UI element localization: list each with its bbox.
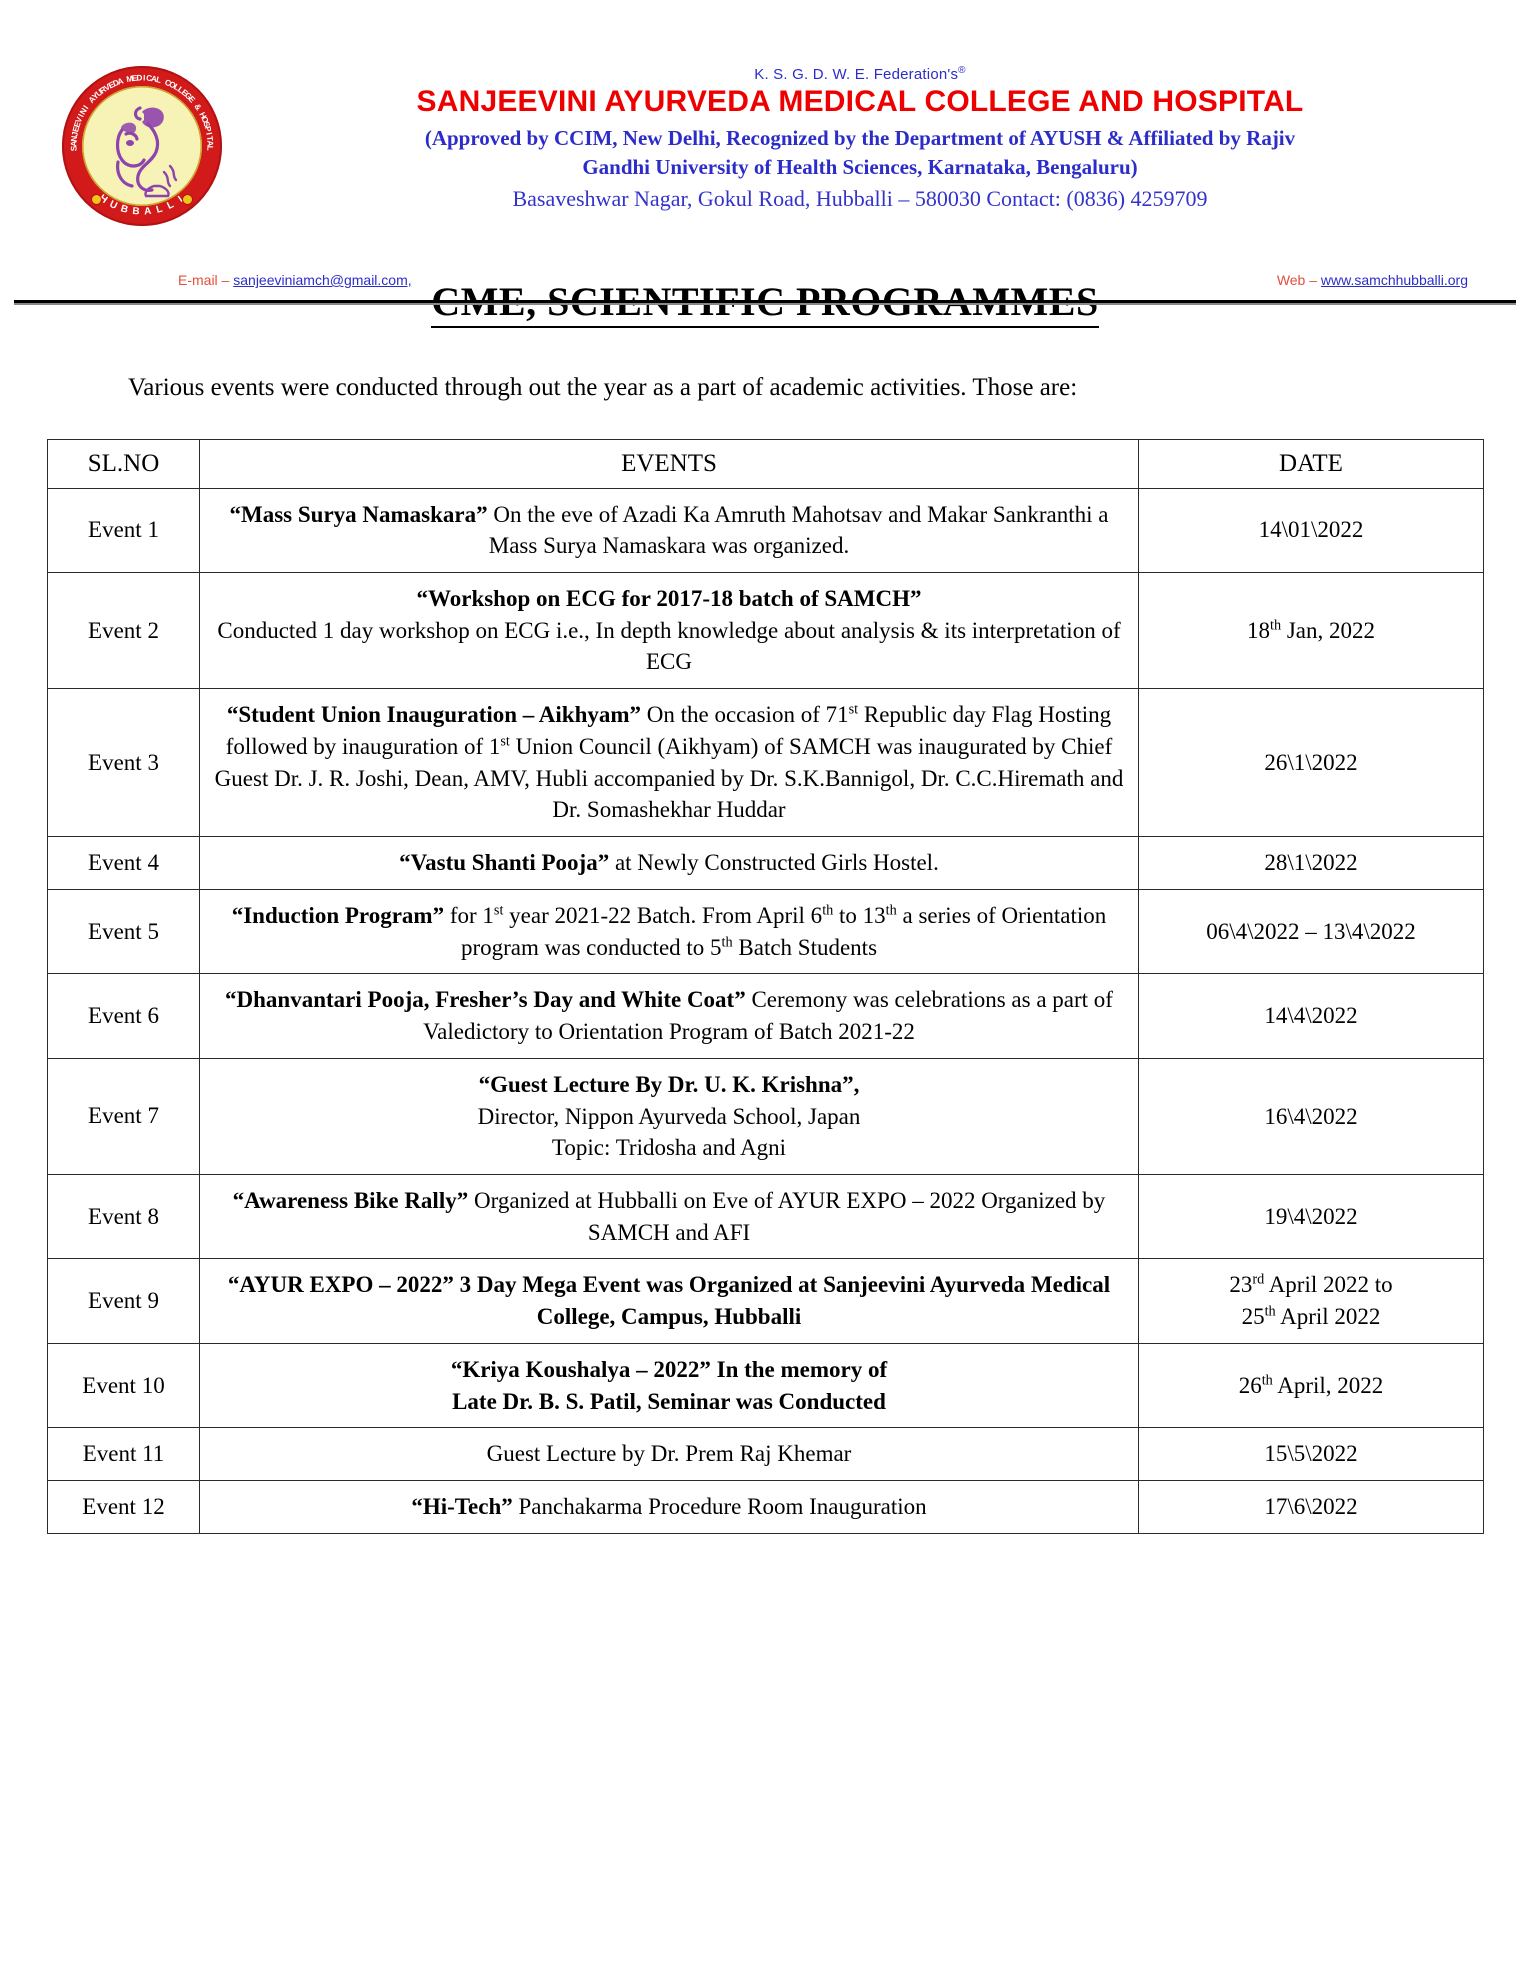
cell-slno: Event 6 [47,973,200,1059]
cell-event: “Vastu Shanti Pooja” at Newly Constructe… [199,836,1139,890]
column-header-events: EVENTS [199,438,1139,489]
cell-event: “Workshop on ECG for 2017-18 batch of SA… [199,571,1139,690]
table-row: Event 9 “AYUR EXPO – 2022” 3 Day Mega Eve… [47,1258,1484,1344]
cell-date: 23rd April 2022 to 25th April 2022 [1138,1258,1484,1344]
college-name: SANJEEVINI AYURVEDA MEDICAL COLLEGE AND … [416,85,1304,118]
cell-event: “Student Union Inauguration – Aikhyam” O… [199,688,1139,838]
federation-label: K. S. G. D. W. E. Federation's [754,66,959,83]
column-header-slno: SL.NO [47,438,200,489]
events-table: SL.NO EVENTS DATE Event 1 “Mass Surya Nam… [47,438,1484,1534]
header-divider [14,300,1516,305]
intro-paragraph: Various events were conducted through ou… [56,369,1474,407]
logo-inner-disc [82,86,202,206]
cell-date: 14\01\2022 [1138,487,1484,573]
cell-slno: Event 10 [47,1342,200,1429]
cell-slno: Event 9 [47,1258,200,1344]
events-table-body: Event 1 “Mass Surya Namaskara” On the eve… [47,487,1484,1534]
cell-event: Guest Lecture by Dr. Prem Raj Khemar [199,1427,1139,1482]
table-row: Event 5 “Induction Program” for 1st year … [47,888,1484,975]
table-row: Event 1 “Mass Surya Namaskara” On the eve… [47,487,1484,573]
contact-row: E-mail – sanjeeviniamch@gmail.com, Web –… [178,272,1468,288]
cell-date: 18th Jan, 2022 [1138,571,1484,690]
table-row: Event 8 “Awareness Bike Rally” Organized … [47,1173,1484,1260]
table-row: Event 7 “Guest Lecture By Dr. U. K. Krish… [47,1057,1484,1175]
logo-dot-left [92,195,101,204]
table-row: Event 10 “Kriya Koushalya – 2022” In the … [47,1342,1484,1429]
table-row: Event 4 “Vastu Shanti Pooja” at Newly Con… [47,836,1484,890]
column-header-date: DATE [1138,438,1484,489]
table-row: Event 2 “Workshop on ECG for 2017-18 batc… [47,571,1484,690]
website-link[interactable]: www.samchhubballi.org [1320,272,1468,288]
email-label: E-mail – [178,272,230,288]
cell-slno: Event 12 [47,1480,200,1534]
logo-dot-right [183,195,192,204]
cell-date: 26\1\2022 [1138,688,1484,838]
cell-slno: Event 7 [47,1057,200,1175]
cell-slno: Event 2 [47,571,200,690]
table-row: Event 11 Guest Lecture by Dr. Prem Raj Kh… [47,1427,1484,1482]
cell-event: “Dhanvantari Pooja, Fresher’s Day and Wh… [199,973,1139,1059]
cell-event: “Hi-Tech” Panchakarma Procedure Room Ina… [199,1480,1139,1534]
cell-slno: Event 4 [47,836,200,890]
cell-date: 17\6\2022 [1138,1480,1484,1534]
approval-line-2: Gandhi University of Health Sciences, Ka… [582,154,1138,179]
web-label: Web – [1276,272,1318,288]
cell-event: “Kriya Koushalya – 2022” In the memory o… [199,1342,1139,1429]
email-block: E-mail – sanjeeviniamch@gmail.com, [178,272,412,288]
cell-event: “Mass Surya Namaskara” On the eve of Aza… [199,487,1139,573]
cell-event: “AYUR EXPO – 2022” 3 Day Mega Event was … [199,1258,1139,1344]
federation-line: K. S. G. D. W. E. Federation's® [230,65,1490,84]
cell-date: 16\4\2022 [1138,1057,1484,1175]
cell-date: 15\5\2022 [1138,1427,1484,1482]
cell-date: 26th April, 2022 [1138,1342,1484,1429]
cell-date: 06\4\2022 – 13\4\2022 [1138,888,1484,975]
cell-slno: Event 8 [47,1173,200,1260]
registered-mark: ® [958,65,966,76]
cell-date: 14\4\2022 [1138,973,1484,1059]
cell-slno: Event 3 [47,688,200,838]
cell-slno: Event 11 [47,1427,200,1482]
cell-event: “Induction Program” for 1st year 2021-22… [199,888,1139,975]
table-row: Event 3 “Student Union Inauguration – Aik… [47,688,1484,838]
table-row: Event 6 “Dhanvantari Pooja, Fresher’s Day… [47,973,1484,1059]
intro-text: Various events were conducted through ou… [128,374,1078,401]
table-header-row: SL.NO EVENTS DATE [47,438,1484,489]
college-address: Basaveshwar Nagar, Gokul Road, Hubballi … [512,186,1208,212]
table-row: Event 12 “Hi-Tech” Panchakarma Procedure … [47,1480,1484,1534]
cell-event: “Awareness Bike Rally” Organized at Hubb… [199,1173,1139,1260]
cell-event: “Guest Lecture By Dr. U. K. Krishna”, Dir… [199,1057,1139,1175]
email-link[interactable]: sanjeeviniamch@gmail.com, [233,272,412,288]
letterhead-text-block: K. S. G. D. W. E. Federation's® SANJEEVI… [230,66,1490,215]
cell-slno: Event 1 [47,487,200,573]
cell-date: 19\4\2022 [1138,1173,1484,1260]
cell-slno: Event 5 [47,888,200,975]
approval-line-1: (Approved by CCIM, New Delhi, Recognized… [424,125,1296,150]
web-block: Web – www.samchhubballi.org [1277,272,1468,288]
cell-date: 28\1\2022 [1138,836,1484,890]
dhanvantari-figure-icon [115,106,178,198]
